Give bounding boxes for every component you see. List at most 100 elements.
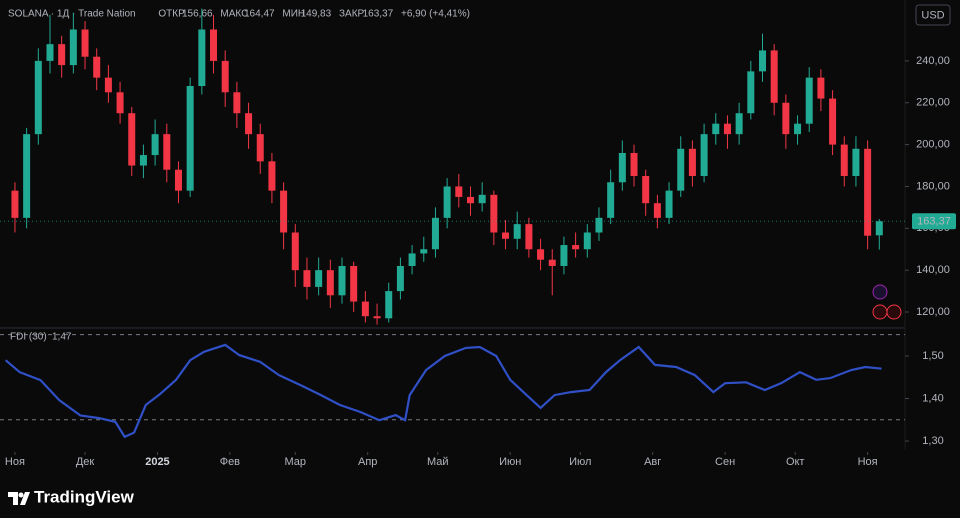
- last-price-tag: [912, 213, 956, 230]
- candle-body: [420, 249, 428, 254]
- candle-body: [513, 224, 521, 239]
- candle-body: [455, 186, 463, 197]
- y-tick-label: 1,50: [922, 350, 943, 362]
- event-icon[interactable]: [872, 304, 888, 320]
- candle-body: [315, 270, 323, 287]
- candle-body: [747, 71, 755, 114]
- currency: USD: [921, 9, 944, 21]
- candle-body: [34, 60, 42, 135]
- header-text: 149,83: [301, 9, 332, 20]
- candle-body: [408, 253, 416, 266]
- x-tick-label: Фев: [220, 456, 240, 468]
- candle-body: [595, 217, 603, 233]
- candle-body: [653, 203, 661, 218]
- candle-body: [478, 194, 486, 204]
- y-tick-label: 120,00: [916, 306, 950, 318]
- candle-body: [560, 245, 568, 266]
- y-tick-label: 200,00: [916, 139, 950, 151]
- y-tick-label: 1,30: [922, 435, 943, 447]
- x-tick-label: Ноя: [858, 456, 878, 468]
- x-tick-label: Дек: [76, 456, 95, 468]
- candle-body: [163, 134, 171, 170]
- candle-body: [81, 29, 89, 57]
- candle-body: [688, 148, 696, 176]
- indicator-value: 1,47: [52, 332, 72, 343]
- candle-body: [116, 92, 124, 114]
- currency-button[interactable]: [915, 4, 951, 26]
- candle-body: [864, 148, 872, 236]
- candle-body: [174, 169, 182, 191]
- candle-body: [361, 301, 369, 317]
- event-icon[interactable]: [872, 284, 888, 300]
- candle-body: [338, 265, 346, 296]
- y-tick-label: 240,00: [916, 55, 950, 67]
- x-tick-label: Июл: [569, 456, 591, 468]
- candle-body: [104, 77, 112, 93]
- x-tick-label: Июн: [499, 456, 521, 468]
- candle-body: [210, 29, 218, 61]
- candle-body: [817, 77, 825, 99]
- candle-body: [642, 175, 650, 204]
- candle-body: [805, 77, 813, 124]
- x-tick-label: Сен: [715, 456, 735, 468]
- candle-body: [291, 232, 299, 271]
- candle-body: [618, 152, 626, 183]
- header-text: SOLANA · 1Д · Trade Nation: [8, 9, 136, 20]
- indicator-name: FDI (30): [10, 332, 47, 343]
- logo-icon: [18, 492, 24, 498]
- candle-body: [712, 123, 720, 135]
- footer: [0, 478, 960, 518]
- candle-body: [385, 291, 393, 319]
- candle-body: [139, 155, 147, 166]
- candle-body: [233, 92, 241, 114]
- header-text: +6,90 (+4,41%): [401, 9, 470, 20]
- candle-body: [548, 259, 556, 266]
- indicator-line: [4, 343, 882, 439]
- brand: TradingView: [34, 487, 135, 506]
- x-tick-label: Авг: [644, 456, 661, 468]
- candle-body: [350, 265, 358, 302]
- x-tick-label: Мар: [285, 456, 307, 468]
- header-text: 164,47: [244, 9, 275, 20]
- candle-body: [829, 98, 837, 145]
- event-icon[interactable]: [886, 304, 902, 320]
- candle-body: [735, 113, 743, 135]
- candle-body: [723, 123, 731, 135]
- candle-body: [198, 29, 206, 87]
- x-tick-label: Апр: [358, 456, 377, 468]
- candle-body: [373, 316, 381, 319]
- x-tick-label: Май: [427, 456, 449, 468]
- candle-body: [852, 148, 860, 176]
- candle-body: [93, 56, 101, 78]
- header-text: МАКС: [220, 9, 248, 20]
- candle-body: [665, 190, 673, 218]
- candle-body: [11, 190, 19, 218]
- candle-body: [186, 86, 194, 191]
- candle-body: [583, 232, 591, 250]
- candle-body: [525, 224, 533, 250]
- candle-body: [396, 265, 404, 292]
- logo-icon: [8, 492, 30, 505]
- candle-body: [245, 113, 253, 135]
- candle-body: [58, 44, 66, 66]
- candle-body: [256, 134, 264, 162]
- candle-body: [572, 245, 580, 250]
- candle-body: [151, 134, 159, 156]
- candle-body: [46, 44, 54, 61]
- candle-body: [875, 221, 883, 236]
- candle-body: [782, 102, 790, 135]
- candle-body: [268, 161, 276, 191]
- candle-body: [128, 113, 136, 166]
- header-text: 156,66: [182, 9, 213, 20]
- y-tick-label: 1,40: [922, 392, 943, 404]
- header-text: МИН: [282, 9, 305, 20]
- candle-body: [770, 50, 778, 103]
- x-tick-label: 2025: [145, 456, 169, 468]
- candle-body: [431, 217, 439, 250]
- candle-body: [537, 249, 545, 260]
- candle-body: [303, 270, 311, 287]
- candle-body: [280, 190, 288, 233]
